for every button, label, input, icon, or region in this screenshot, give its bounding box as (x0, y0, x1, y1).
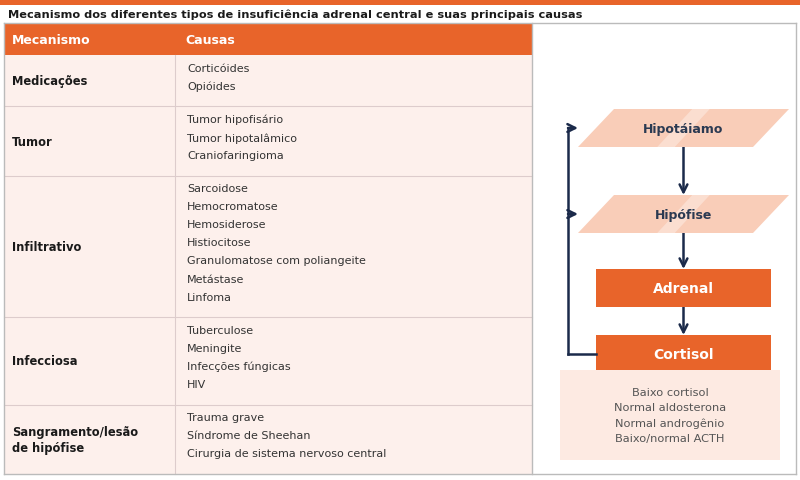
Text: Mecanismo: Mecanismo (12, 34, 90, 47)
Text: Adrenal: Adrenal (653, 281, 714, 295)
Text: Metástase: Metástase (187, 274, 244, 284)
Text: Causas: Causas (185, 34, 234, 47)
Text: Síndrome de Sheehan: Síndrome de Sheehan (187, 431, 310, 440)
Bar (596, 336, 771, 373)
Text: Infecções fúngicas: Infecções fúngicas (187, 361, 290, 372)
Polygon shape (658, 195, 710, 233)
Text: Medicações: Medicações (12, 75, 87, 88)
Bar (560, 370, 780, 460)
Text: Hipófise: Hipófise (655, 208, 712, 221)
Text: Sarcoidose: Sarcoidose (187, 184, 248, 194)
Text: Tumor hipotalâmico: Tumor hipotalâmico (187, 133, 297, 143)
Text: Baixo cortisol
Normal aldosterona
Normal androgênio
Baixo/normal ACTH: Baixo cortisol Normal aldosterona Normal… (614, 387, 726, 444)
Text: Cortisol: Cortisol (654, 347, 714, 361)
Text: Hemocromatose: Hemocromatose (187, 202, 278, 212)
Text: Histiocitose: Histiocitose (187, 238, 251, 248)
Polygon shape (578, 195, 789, 233)
Text: Linfoma: Linfoma (187, 292, 232, 302)
Text: Hipotáiamo: Hipotáiamo (643, 122, 724, 135)
Bar (596, 269, 771, 307)
Text: Infiltrativo: Infiltrativo (12, 240, 82, 253)
Text: Tuberculose: Tuberculose (187, 325, 253, 335)
Text: Hemosiderose: Hemosiderose (187, 220, 266, 230)
Text: Tumor hipofisário: Tumor hipofisário (187, 115, 283, 125)
Bar (0, 0, 800, 6)
Text: Cirurgia de sistema nervoso central: Cirurgia de sistema nervoso central (187, 448, 386, 458)
Text: HIV: HIV (187, 379, 206, 389)
Text: Opióides: Opióides (187, 82, 235, 92)
Text: Tumor: Tumor (12, 135, 53, 148)
Bar (4, 24, 532, 474)
Text: Meningite: Meningite (187, 343, 242, 353)
Text: Trauma grave: Trauma grave (187, 412, 264, 422)
Bar (4, 24, 532, 56)
Text: Granulomatose com poliangeite: Granulomatose com poliangeite (187, 256, 366, 266)
Text: Corticóides: Corticóides (187, 63, 250, 73)
Text: Mecanismo dos diferentes tipos de insuficiência adrenal central e suas principai: Mecanismo dos diferentes tipos de insufi… (8, 10, 582, 21)
Text: Sangramento/lesão
de hipófise: Sangramento/lesão de hipófise (12, 425, 138, 454)
Text: Craniofaringioma: Craniofaringioma (187, 151, 284, 161)
Polygon shape (658, 110, 710, 148)
Text: Infecciosa: Infecciosa (12, 355, 78, 368)
Polygon shape (578, 110, 789, 148)
